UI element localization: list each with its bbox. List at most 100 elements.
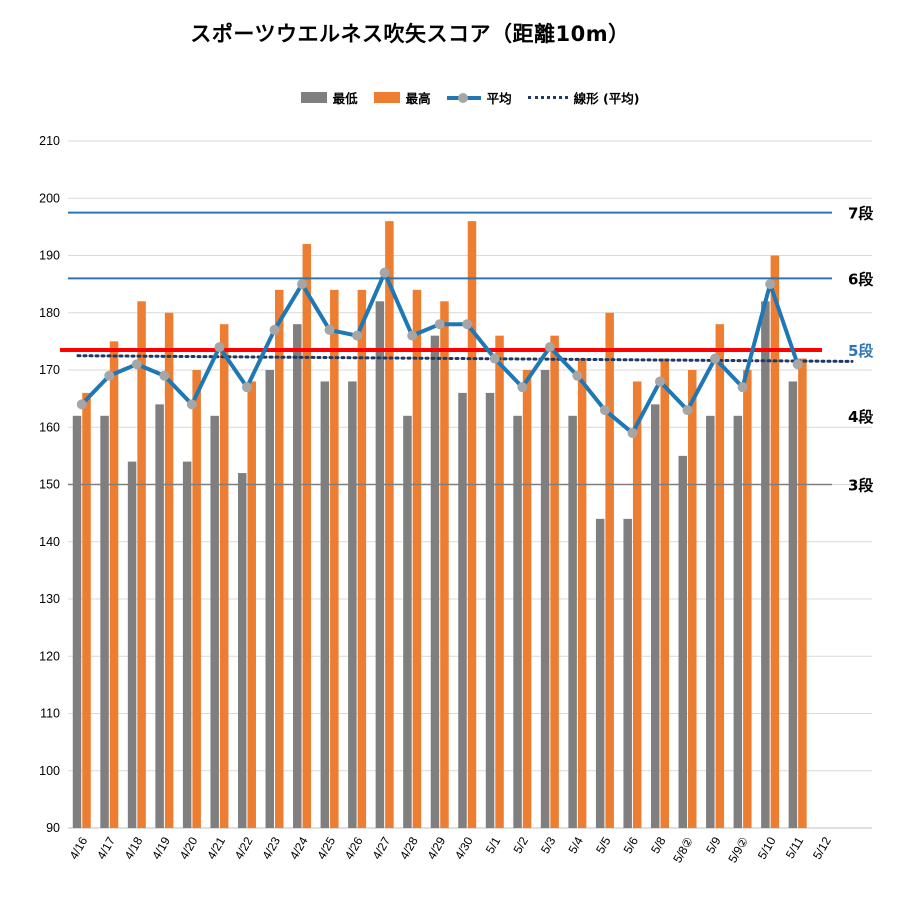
y-tick-label: 210 [39, 134, 60, 148]
avg-point [462, 319, 473, 330]
avg-point [682, 405, 693, 416]
trendline [76, 354, 854, 363]
bar-min [237, 473, 247, 828]
bar-max [412, 289, 422, 829]
rank-label: 6段 [848, 270, 873, 288]
x-tick-label: 4/21 [204, 834, 228, 862]
legend-label: 最高 [405, 91, 431, 106]
bar-max [495, 335, 504, 828]
bar-min [595, 518, 605, 828]
y-tick-label: 170 [39, 363, 60, 377]
legend-item: 最高 [373, 88, 431, 107]
avg-point [710, 353, 721, 364]
bar-max [82, 392, 91, 828]
y-tick-label: 160 [39, 420, 60, 434]
x-tick-label: 4/18 [122, 834, 146, 862]
avg-point [627, 427, 638, 438]
avg-point [407, 330, 418, 341]
bar-min [72, 415, 82, 828]
bar-min [485, 392, 495, 828]
x-tick-label: 4/20 [177, 834, 201, 862]
bar-min [458, 392, 467, 828]
bar-min [788, 381, 798, 828]
legend-swatch [373, 92, 400, 103]
bar-min [182, 461, 192, 828]
x-tick-label: 5/6 [621, 834, 642, 856]
bar-min [127, 461, 137, 828]
bar-max [660, 358, 669, 828]
y-tick-label: 190 [39, 249, 60, 263]
x-tick-label: 4/17 [94, 834, 118, 862]
y-tick-label: 180 [39, 306, 60, 320]
avg-point [241, 382, 252, 393]
avg-point [297, 279, 308, 290]
bar-max [798, 358, 807, 828]
bar-max [770, 255, 780, 828]
chart-title: スポーツウエルネス吹矢スコア（距離10m） [190, 22, 630, 46]
y-tick-label: 90 [46, 821, 60, 835]
avg-point [352, 330, 363, 341]
x-tick-label: 5/9② [725, 835, 751, 866]
x-tick-label: 5/5 [593, 834, 614, 856]
x-tick-label: 5/9 [703, 834, 724, 856]
bar-min [375, 301, 385, 828]
bar-min [293, 324, 302, 828]
x-tick-label: 5/8② [670, 835, 696, 866]
avg-point [131, 359, 142, 370]
avg-point [654, 376, 665, 387]
x-tick-label: 5/12 [810, 834, 834, 862]
legend-item: 線形 (平均) [527, 88, 639, 107]
bar-max [137, 301, 146, 828]
legend-label: 平均 [486, 91, 512, 106]
bar-min [540, 370, 550, 828]
bar-max [302, 244, 312, 829]
x-tick-label: 4/16 [67, 834, 91, 862]
bar-min [650, 404, 660, 828]
legend-swatch [446, 91, 481, 105]
rank-label: 7段 [848, 205, 873, 223]
x-tick-label: 5/3 [538, 834, 559, 856]
bar-max [632, 381, 642, 828]
x-tick-label: 5/4 [566, 834, 587, 856]
avg-point [489, 353, 500, 364]
bar-max [219, 324, 229, 828]
bar-max [192, 370, 201, 828]
x-tick-label: 4/25 [314, 834, 338, 862]
bar-min [320, 381, 330, 828]
avg-point [324, 324, 335, 335]
x-tick-label: 4/24 [287, 834, 311, 862]
legend-item: 最低 [300, 88, 358, 107]
x-tick-label: 4/19 [149, 834, 173, 862]
y-tick-label: 110 [40, 707, 60, 721]
bar-max [440, 301, 449, 828]
bar-min [430, 335, 440, 828]
y-tick-label: 150 [39, 478, 60, 492]
avg-point [269, 324, 280, 335]
bar-max [605, 312, 614, 828]
bar-min [623, 518, 632, 828]
x-tick-label: 4/27 [369, 834, 393, 862]
avg-point [104, 370, 115, 381]
avg-point [159, 370, 170, 381]
y-tick-label: 200 [39, 191, 60, 205]
avg-point [379, 267, 390, 278]
x-tick-label: 4/30 [452, 834, 476, 862]
avg-point [434, 319, 445, 330]
rank-label: 3段 [848, 477, 873, 495]
x-tick-label: 5/2 [510, 834, 531, 856]
legend: 最低 最高 平均 線形 (平均) [0, 88, 900, 107]
bar-min [155, 404, 164, 828]
x-tick-label: 5/1 [483, 834, 504, 856]
x-tick-label: 5/10 [755, 834, 779, 862]
bar-max [467, 221, 477, 828]
x-tick-label: 5/11 [783, 834, 807, 861]
x-tick-label: 4/28 [397, 834, 421, 862]
bar-max [577, 358, 587, 828]
avg-point [599, 405, 610, 416]
x-tick-label: 4/26 [342, 834, 366, 862]
rank-label: 5段 [848, 342, 873, 360]
x-tick-label: 4/22 [232, 834, 256, 862]
bar-max [688, 370, 697, 828]
avg-point [186, 399, 197, 410]
